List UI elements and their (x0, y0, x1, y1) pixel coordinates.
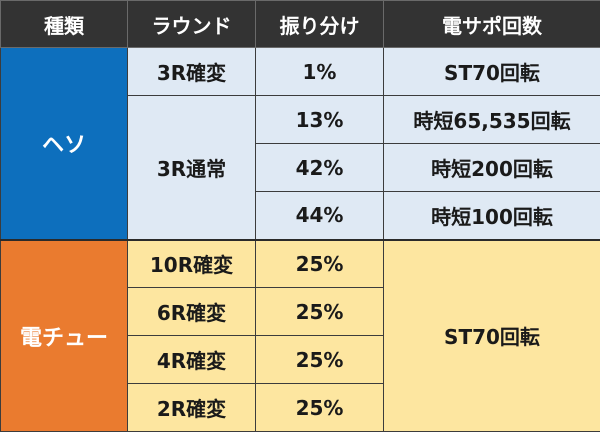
header-round: ラウンド (128, 1, 256, 48)
densapo-cell: 時短200回転 (384, 144, 600, 192)
allocation-cell: 25% (256, 336, 384, 384)
table-row: 電チュー 10R確変 25% ST70回転 (1, 240, 600, 288)
densapo-cell: 時短65,535回転 (384, 96, 600, 144)
allocation-cell: 44% (256, 192, 384, 240)
allocation-cell: 25% (256, 384, 384, 432)
allocation-cell: 13% (256, 96, 384, 144)
round-cell: 3R通常 (128, 96, 256, 240)
round-cell: 10R確変 (128, 240, 256, 288)
allocation-cell: 42% (256, 144, 384, 192)
header-row: 種類 ラウンド 振り分け 電サポ回数 (1, 1, 600, 48)
densapo-cell: ST70回転 (384, 48, 600, 96)
allocation-cell: 25% (256, 288, 384, 336)
allocation-cell: 1% (256, 48, 384, 96)
table-row: ヘソ 3R確変 1% ST70回転 (1, 48, 600, 96)
allocation-cell: 25% (256, 240, 384, 288)
densapo-cell: ST70回転 (384, 240, 600, 432)
round-cell: 3R確変 (128, 48, 256, 96)
round-cell: 6R確変 (128, 288, 256, 336)
group-label-heso: ヘソ (1, 48, 128, 240)
header-allocation: 振り分け (256, 1, 384, 48)
group-label-denchu: 電チュー (1, 240, 128, 432)
densapo-cell: 時短100回転 (384, 192, 600, 240)
header-type: 種類 (1, 1, 128, 48)
round-cell: 2R確変 (128, 384, 256, 432)
round-cell: 4R確変 (128, 336, 256, 384)
header-densapo: 電サポ回数 (384, 1, 600, 48)
